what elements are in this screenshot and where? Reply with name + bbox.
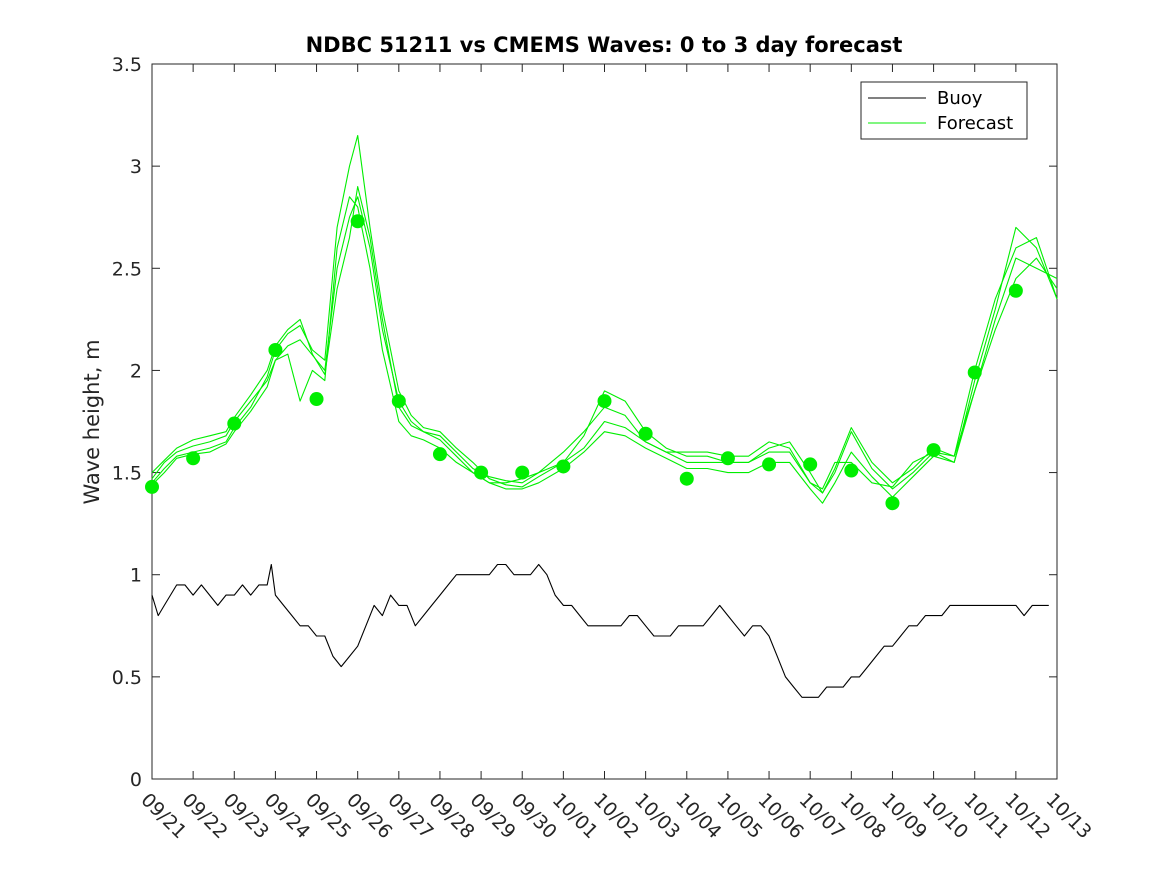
x-tick-label: 10/04 (671, 789, 725, 843)
plot-area: 00.511.522.533.509/2109/2209/2309/2409/2… (112, 54, 1096, 843)
x-tick-label: 09/22 (178, 789, 232, 843)
forecast-marker (515, 465, 530, 480)
forecast-marker (679, 471, 694, 486)
series-line-forecast (151, 186, 1058, 494)
series-line-forecast (151, 196, 1058, 504)
x-tick-label: 10/03 (630, 789, 684, 843)
forecast-marker (762, 457, 777, 472)
forecast-marker (309, 392, 324, 407)
x-tick-label: 09/24 (260, 789, 314, 843)
forecast-marker (885, 496, 900, 511)
legend-box (860, 81, 1028, 140)
x-tick-label: 09/21 (136, 789, 190, 843)
forecast-marker (720, 451, 735, 466)
legend-label: Forecast (937, 113, 1013, 134)
legend: Buoy Forecast (860, 81, 1028, 140)
forecast-marker (597, 394, 612, 409)
chart-title: NDBC 51211 vs CMEMS Waves: 0 to 3 day fo… (306, 33, 903, 57)
x-tick-label: 10/11 (959, 789, 1013, 843)
forecast-marker (350, 214, 365, 229)
y-tick-label: 3 (130, 156, 142, 178)
legend-label: Buoy (937, 88, 983, 109)
forecast-marker (186, 451, 201, 466)
forecast-marker (803, 457, 818, 472)
y-tick-label: 0 (130, 769, 142, 791)
x-tick-label: 10/02 (589, 789, 643, 843)
x-tick-label: 10/10 (918, 789, 972, 843)
x-tick-label: 10/08 (836, 789, 890, 843)
forecast-marker (432, 447, 447, 462)
y-tick-label: 1 (130, 565, 142, 587)
y-tick-label: 2 (130, 360, 142, 382)
x-tick-label: 09/23 (219, 789, 273, 843)
y-axis-label: Wave height, m (80, 339, 104, 504)
y-tick-label: 3.5 (112, 54, 142, 76)
forecast-marker (967, 365, 982, 380)
x-tick-label: 09/28 (424, 789, 478, 843)
x-tick-label: 09/29 (466, 789, 520, 843)
forecast-marker (844, 463, 859, 478)
forecast-marker (926, 443, 941, 458)
series-line-buoy (151, 563, 1049, 698)
forecast-marker (391, 394, 406, 409)
x-tick-label: 09/27 (383, 789, 437, 843)
x-tick-label: 10/01 (548, 789, 602, 843)
forecast-marker (227, 416, 242, 431)
forecast-marker (268, 343, 283, 357)
x-tick-label: 10/13 (1041, 789, 1095, 843)
x-tick-label: 09/26 (342, 789, 396, 843)
forecast-marker (638, 426, 653, 441)
forecast-marker (1008, 283, 1023, 298)
x-tick-label: 10/07 (795, 789, 849, 843)
x-tick-label: 10/05 (712, 789, 766, 843)
series-line-forecast (151, 134, 1058, 494)
forecast-marker (474, 465, 489, 480)
x-tick-label: 09/30 (507, 789, 561, 843)
y-tick-label: 1.5 (112, 463, 142, 485)
forecast-marker (145, 479, 159, 494)
forecast-marker (556, 459, 571, 474)
x-tick-label: 10/09 (877, 789, 931, 843)
y-tick-label: 2.5 (112, 258, 142, 280)
x-tick-label: 10/06 (754, 789, 808, 843)
y-tick-label: 0.5 (112, 667, 142, 689)
x-tick-label: 09/25 (301, 789, 355, 843)
x-tick-label: 10/12 (1000, 789, 1054, 843)
series-line-forecast (151, 196, 1058, 490)
